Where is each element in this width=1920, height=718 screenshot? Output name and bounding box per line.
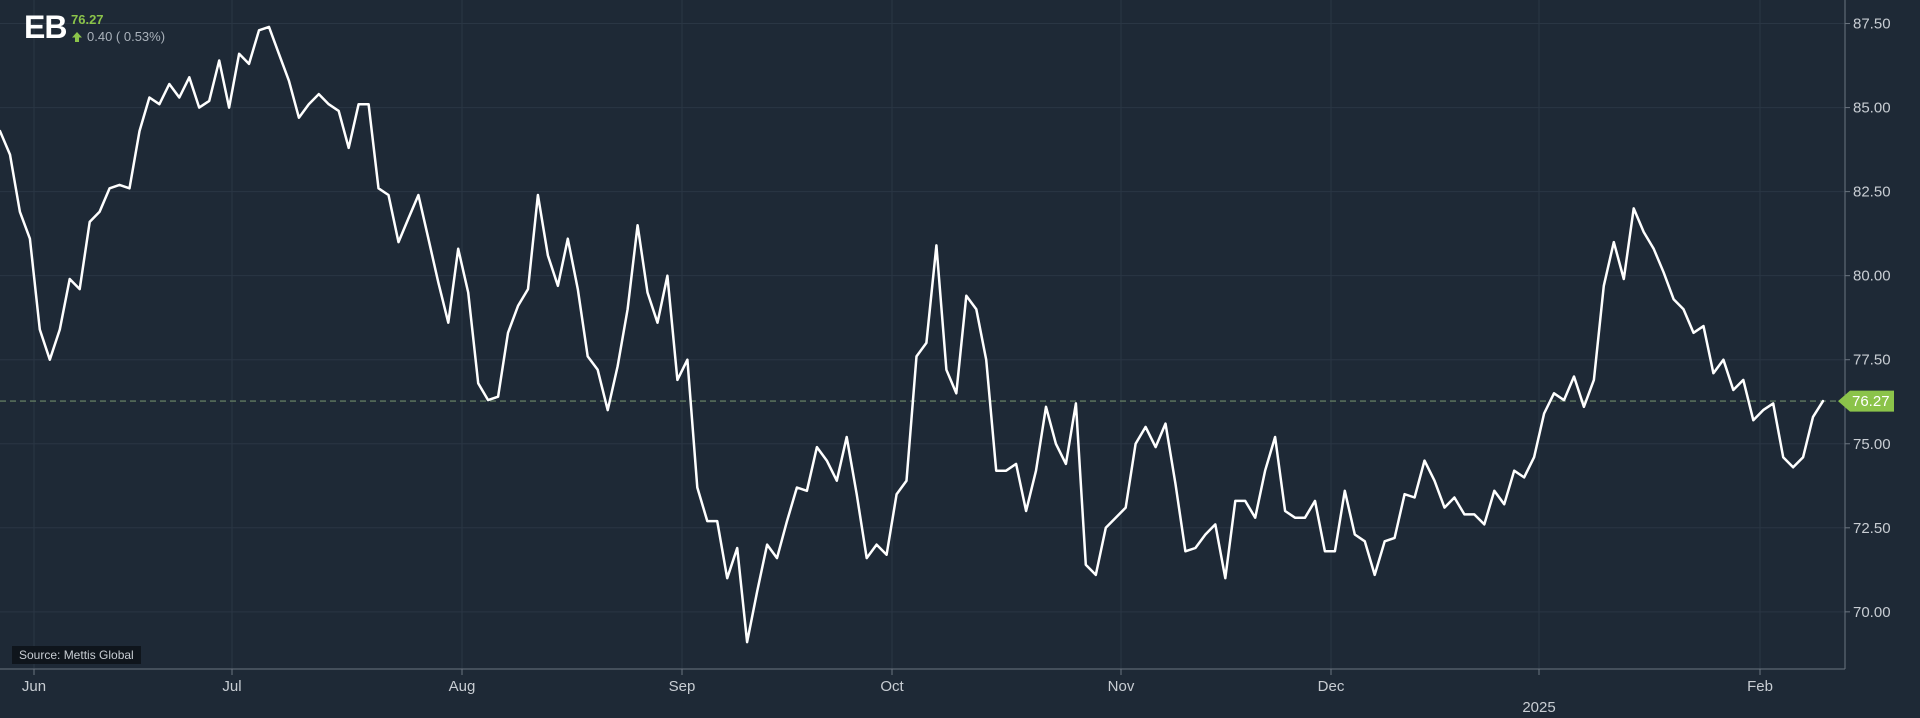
x-tick-label: Aug — [449, 678, 476, 695]
tick-label-layer: 70.00 72.50 75.00 77.50 80.00 82.50 85.00 87.50… — [22, 16, 1891, 716]
price-change-text: 0.40 ( 0.53%) — [87, 29, 166, 44]
x-tick-label: Jun — [22, 678, 46, 695]
y-tick-label: 70.00 — [1853, 604, 1891, 621]
y-tick-label: 77.50 — [1853, 352, 1891, 369]
x-tick-label: Nov — [1108, 678, 1135, 695]
price-change: 0.40 ( 0.53%) — [71, 29, 165, 44]
x-tick-label: Jul — [222, 678, 241, 695]
y-tick-label: 72.50 — [1853, 520, 1891, 537]
y-tick-label: 82.50 — [1853, 184, 1891, 201]
last-price-tag-shape — [1838, 390, 1894, 412]
source-label: Source: Mettis Global — [12, 646, 141, 664]
price-series-line — [0, 25, 1825, 644]
x-tick-label: Oct — [880, 678, 904, 695]
ticker-symbol: EB — [24, 9, 67, 45]
y-tick-label: 75.00 — [1853, 436, 1891, 453]
x-year-label: 2025 — [1522, 699, 1555, 716]
x-tick-label: Feb — [1747, 678, 1773, 695]
axis-layer — [0, 0, 1846, 670]
y-tick-label: 85.00 — [1853, 100, 1891, 117]
x-tick-label: Sep — [669, 678, 696, 695]
series-layer — [0, 25, 1825, 644]
last-price-tag-label: 76.27 — [1852, 393, 1890, 410]
last-price: 76.27 — [71, 12, 104, 27]
y-tick-label: 80.00 — [1853, 268, 1891, 285]
x-tick-label: Dec — [1318, 678, 1345, 695]
grid-layer — [0, 0, 1845, 669]
last-price-tag: 76.27 — [1838, 390, 1894, 412]
up-arrow-icon — [72, 31, 82, 42]
y-tick-label: 87.50 — [1853, 16, 1891, 33]
